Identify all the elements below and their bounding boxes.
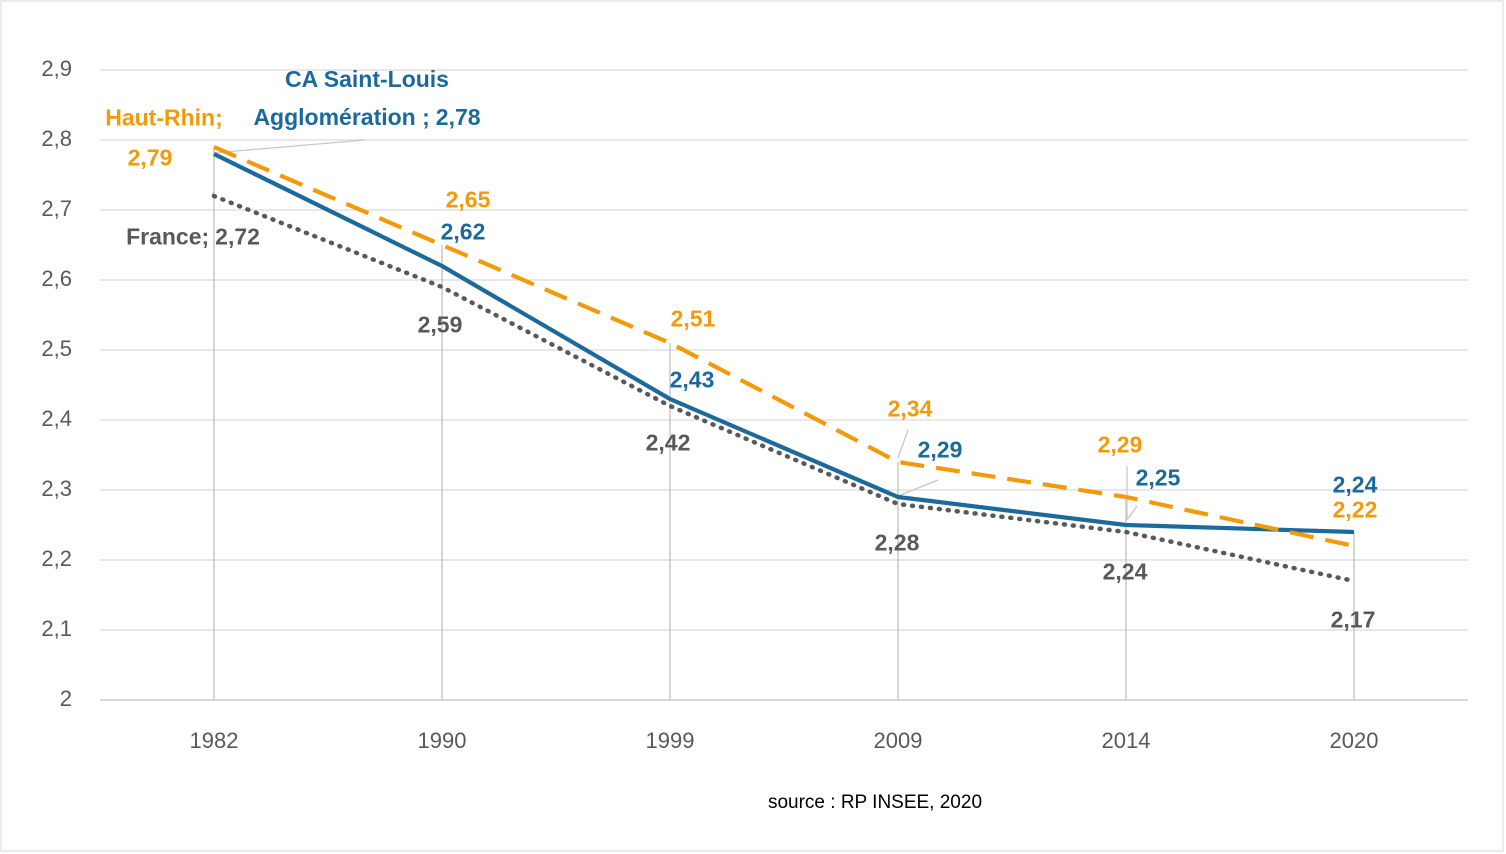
- data-label: 2,43: [669, 366, 715, 393]
- x-tick-label: 2014: [1102, 728, 1151, 753]
- data-label: 2,17: [1330, 606, 1376, 633]
- series-label: CA Saint-Louis Agglomération ; 2,78: [226, 60, 508, 136]
- series-name: CA Saint-Louis Agglomération ;: [253, 66, 449, 130]
- y-tick-label: 2,4: [41, 406, 72, 431]
- data-label: 2,42: [645, 429, 691, 456]
- data-label: 2,25: [1135, 464, 1181, 491]
- series-label: France; 2,72: [126, 224, 260, 251]
- data-label: 2,29: [1097, 431, 1143, 458]
- data-label: 2,51: [670, 305, 716, 332]
- x-tick-label: 2009: [874, 728, 923, 753]
- y-tick-label: 2,6: [41, 266, 72, 291]
- data-label: 2,72: [215, 223, 260, 250]
- series-line: [213, 145, 1355, 549]
- data-label: 2,65: [445, 186, 491, 213]
- data-label: 2,62: [440, 218, 486, 245]
- leader-line: [897, 429, 909, 459]
- data-label: 2,79: [127, 144, 173, 171]
- data-label: 2,34: [887, 395, 933, 422]
- y-tick-label: 2: [60, 686, 72, 711]
- x-tick-label: 1982: [190, 728, 239, 753]
- y-tick-label: 2,5: [41, 336, 72, 361]
- data-label: 2,78: [435, 104, 481, 130]
- leader-line: [1126, 505, 1138, 521]
- source: source : RP INSEE, 2020: [768, 792, 982, 813]
- x-tick-label: 1990: [418, 728, 467, 753]
- y-tick-label: 2,2: [41, 546, 72, 571]
- y-tick-label: 2,8: [41, 126, 72, 151]
- y-tick-label: 2,3: [41, 476, 72, 501]
- leader-line: [212, 139, 366, 154]
- data-label: 2,28: [874, 529, 920, 556]
- leader-line: [897, 479, 939, 497]
- series-line: [211, 193, 1357, 584]
- data-label: 2,59: [417, 311, 463, 338]
- series-name: France;: [126, 223, 210, 250]
- data-label: 2,24: [1332, 471, 1378, 498]
- series-line: [213, 152, 1355, 535]
- x-tick-label: 1999: [646, 728, 695, 753]
- y-tick-label: 2,7: [41, 196, 72, 221]
- series-name: Haut-Rhin;: [105, 104, 223, 131]
- x-tick-label: 2020: [1330, 728, 1379, 753]
- y-tick-label: 2,9: [41, 56, 72, 81]
- data-label: 2,29: [917, 436, 963, 463]
- data-label: 2,24: [1102, 558, 1148, 585]
- y-tick-label: 2,1: [41, 616, 72, 641]
- data-label: 2,22: [1332, 496, 1378, 523]
